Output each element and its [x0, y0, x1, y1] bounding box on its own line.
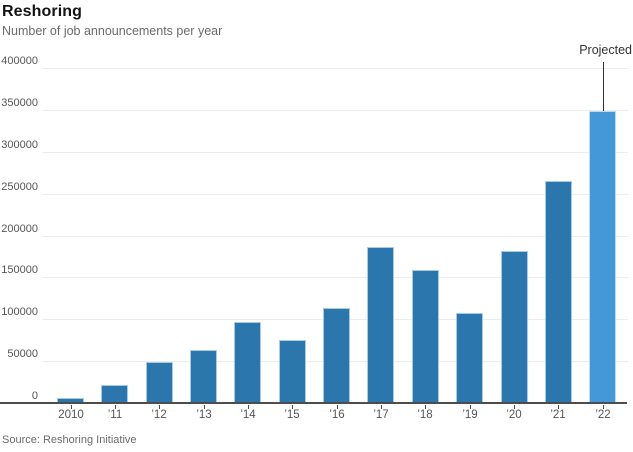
- x-axis-tick-label: ’20: [506, 409, 522, 421]
- x-axis-tick-label: ’22: [595, 409, 611, 421]
- y-axis-tick-label: 250000: [1, 181, 38, 193]
- bar: [101, 385, 128, 403]
- projected-annotation-line: [603, 62, 604, 111]
- y-gridline: [43, 277, 628, 278]
- y-axis-tick-label: 50000: [7, 348, 38, 360]
- y-gridline: [43, 236, 628, 237]
- x-axis-tick-label: ’13: [196, 409, 212, 421]
- y-gridline: [43, 152, 628, 153]
- x-axis-tick-label: ’18: [417, 409, 433, 421]
- x-axis-tick-label: 2010: [58, 409, 84, 421]
- x-axis-tick: [159, 405, 160, 409]
- x-axis-tick-label: ’12: [151, 409, 167, 421]
- bar: [456, 313, 483, 403]
- chart-title: Reshoring: [2, 3, 83, 20]
- x-axis-tick: [248, 405, 249, 409]
- y-gridline: [43, 194, 628, 195]
- x-axis-tick: [337, 405, 338, 409]
- x-axis-tick: [71, 405, 72, 409]
- x-axis-tick: [381, 405, 382, 409]
- bar: [323, 308, 350, 403]
- x-axis-tick-label: ’14: [240, 409, 256, 421]
- projected-annotation-label: Projected: [579, 43, 632, 57]
- bar: [190, 350, 217, 403]
- source-note: Source: Reshoring Initiative: [2, 434, 137, 446]
- y-axis-tick-label: 300000: [1, 139, 38, 151]
- x-axis-tick: [470, 405, 471, 409]
- y-gridline: [43, 110, 628, 111]
- x-axis-tick: [603, 405, 604, 409]
- y-axis-tick-label: 100000: [1, 306, 38, 318]
- x-axis-tick: [514, 405, 515, 409]
- x-axis-line: [0, 402, 627, 404]
- x-axis-tick-label: ’15: [284, 409, 300, 421]
- x-axis-tick: [425, 405, 426, 409]
- y-gridline: [43, 68, 628, 69]
- x-axis-tick-label: ’21: [550, 409, 566, 421]
- x-axis-tick: [558, 405, 559, 409]
- x-axis-tick: [204, 405, 205, 409]
- bar-projected: [589, 111, 616, 403]
- bar: [412, 270, 439, 403]
- y-axis-tick-label: 200000: [1, 223, 38, 235]
- x-axis-tick-label: ’19: [462, 409, 478, 421]
- x-axis-tick: [292, 405, 293, 409]
- chart-subtitle: Number of job announcements per year: [2, 24, 223, 38]
- x-axis-tick-label: ’17: [373, 409, 389, 421]
- bar: [545, 181, 572, 403]
- y-axis-tick-label: 150000: [1, 264, 38, 276]
- bar: [367, 247, 394, 403]
- bar: [146, 362, 173, 403]
- x-axis-tick-label: ’16: [329, 409, 345, 421]
- bar: [279, 340, 306, 403]
- bar: [501, 251, 528, 403]
- x-axis-tick: [115, 405, 116, 409]
- bar: [57, 398, 84, 403]
- x-axis-tick-label: ’11: [107, 409, 123, 421]
- y-axis-tick-label: 0: [31, 390, 38, 402]
- bar: [234, 322, 261, 403]
- y-axis-tick-label: 350000: [1, 97, 38, 109]
- y-axis-tick-label: 400000: [1, 55, 38, 67]
